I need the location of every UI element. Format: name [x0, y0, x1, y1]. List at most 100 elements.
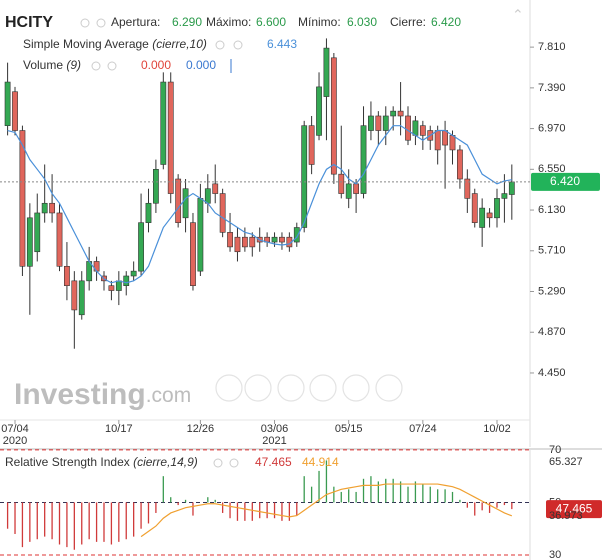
- volume-value: 0.000: [141, 58, 171, 72]
- nav-button[interactable]: [342, 374, 370, 402]
- candle-body: [382, 115, 389, 131]
- candle-body: [293, 227, 300, 243]
- rsi-value: 47.465: [255, 455, 292, 469]
- candle-body: [271, 236, 278, 243]
- candle-body: [130, 270, 137, 277]
- candle-body: [360, 125, 367, 194]
- icon[interactable]: [229, 458, 239, 468]
- last-price-box: [531, 172, 600, 191]
- candle-body: [486, 212, 493, 219]
- icon[interactable]: [213, 458, 223, 468]
- candle-body: [12, 91, 18, 131]
- field-label: Máximo:: [206, 15, 251, 29]
- sma-name: Simple Moving Average: [23, 37, 149, 51]
- candle-body: [457, 149, 463, 180]
- candle-body: [34, 212, 41, 253]
- candle-body: [153, 169, 159, 204]
- y-tick-label: 7.810: [538, 41, 566, 53]
- candle-body: [138, 222, 144, 272]
- symbol: HCITY: [5, 14, 53, 31]
- candle-body: [212, 183, 219, 194]
- x-tick-label: 07/04: [1, 423, 29, 435]
- sma-legend: Simple Moving Average (cierre,10): [23, 37, 207, 51]
- candle-body: [397, 110, 404, 117]
- volume-params: (9): [66, 58, 81, 72]
- candle-body: [494, 198, 500, 219]
- sma-value: 6.443: [267, 37, 297, 51]
- candle-body: [56, 212, 63, 267]
- last-price-label: 6.420: [550, 174, 580, 188]
- rsi-value-box: [546, 500, 602, 519]
- x-tick-label: 10/17: [105, 423, 133, 435]
- collapse-icon[interactable]: ⌃: [512, 7, 524, 23]
- candle-body: [249, 236, 256, 248]
- nav-button[interactable]: [375, 374, 403, 402]
- candle-body: [115, 280, 122, 291]
- candle-body: [412, 120, 419, 136]
- candle-body: [308, 125, 315, 165]
- candle-body: [234, 236, 241, 253]
- header-icons: [80, 18, 106, 28]
- volume-legend: Volume (9): [23, 58, 81, 72]
- candle-body: [71, 280, 78, 311]
- candle-body: [227, 232, 233, 248]
- candle-body: [419, 125, 426, 136]
- y-tick-label: 6.130: [538, 204, 566, 216]
- candle-body: [123, 275, 130, 286]
- candle-body: [167, 81, 174, 194]
- candle-body: [108, 285, 115, 291]
- rsi-value-box-label: 47.465: [556, 501, 593, 515]
- nav-buttons[interactable]: [215, 374, 403, 402]
- candle-body: [316, 86, 322, 136]
- field-value: 6.290: [172, 15, 202, 29]
- candle-body: [449, 135, 456, 151]
- rsi-side-label: 65.327: [549, 456, 583, 468]
- icon[interactable]: [107, 61, 117, 71]
- candle-body: [204, 188, 211, 204]
- candle-body: [345, 183, 352, 199]
- volume-value: 0.000: [186, 58, 216, 72]
- x-tick-year: 2021: [262, 435, 286, 447]
- candle-body: [330, 57, 337, 175]
- icon[interactable]: [80, 18, 90, 28]
- sma-params: (cierre,10): [152, 37, 207, 51]
- sma-line: [7, 125, 512, 284]
- field-label: Mínimo:: [298, 15, 341, 29]
- nav-button[interactable]: [277, 374, 305, 402]
- nav-button[interactable]: [244, 374, 272, 402]
- candle-body: [390, 110, 397, 117]
- icon[interactable]: [215, 40, 225, 50]
- candle-body: [26, 217, 33, 267]
- candle-body: [219, 193, 226, 233]
- nav-button[interactable]: [309, 374, 337, 402]
- icon[interactable]: [233, 40, 243, 50]
- icon[interactable]: [96, 18, 106, 28]
- candle-body: [375, 115, 382, 131]
- candle-body: [78, 280, 85, 316]
- candle-body: [479, 207, 486, 228]
- candle-body: [405, 115, 411, 141]
- icon[interactable]: [91, 61, 101, 71]
- candle-body: [41, 202, 48, 214]
- y-tick-label: 6.970: [538, 122, 566, 134]
- candle-body: [279, 236, 285, 243]
- watermark-main: Investing: [14, 378, 146, 411]
- candle-body: [49, 202, 55, 214]
- rsi-legend: Relative Strength Index (cierre,14,9): [5, 455, 198, 469]
- x-tick-label: 05/15: [335, 423, 363, 435]
- nav-button[interactable]: [215, 374, 243, 402]
- x-tick-label: 12/26: [187, 423, 215, 435]
- rsi-side-label: 36.973: [549, 510, 583, 522]
- candle-body: [145, 202, 152, 223]
- field-value: 6.600: [256, 15, 286, 29]
- candle-body: [241, 236, 248, 248]
- candle-body: [4, 81, 11, 126]
- x-tick-label: 07/24: [409, 423, 437, 435]
- candle-body: [338, 173, 345, 194]
- candle-body: [501, 193, 508, 199]
- field-label: Cierre:: [390, 15, 426, 29]
- candle-body: [190, 222, 196, 286]
- rsi-signal-value: 44.914: [302, 455, 339, 469]
